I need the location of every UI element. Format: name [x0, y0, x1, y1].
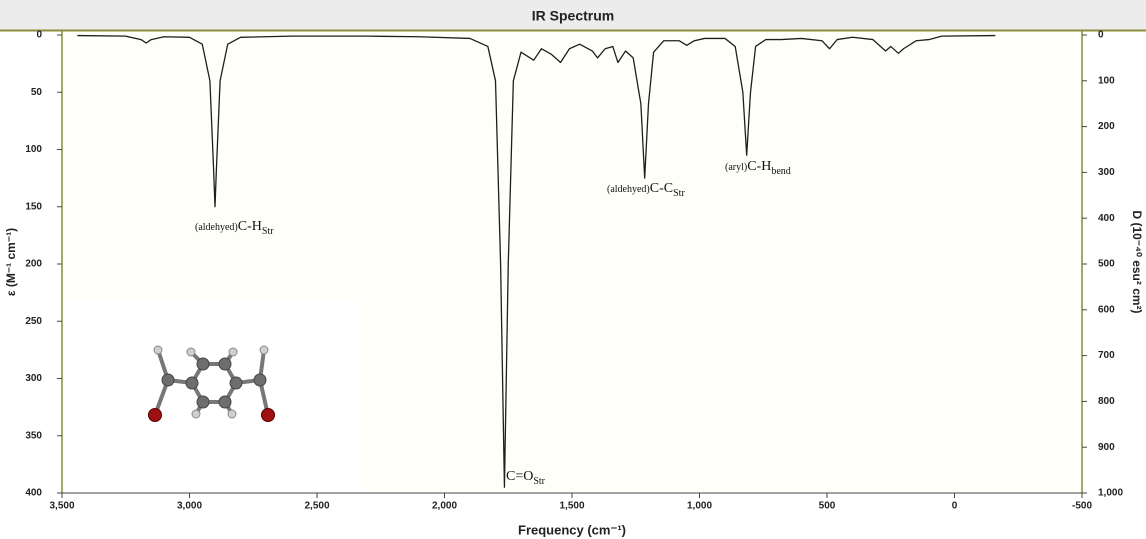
y-tick-label: 400 [25, 488, 42, 499]
y-tick-label: 0 [36, 30, 42, 41]
x-tick-label: 500 [819, 501, 836, 512]
y2-tick-label: 0 [1098, 30, 1104, 41]
y2-tick-label: 1,000 [1098, 488, 1123, 499]
y-axis-label: ε (M⁻¹ cm⁻¹) [4, 228, 18, 296]
y2-tick-label: 800 [1098, 396, 1115, 407]
x-axis-label: Frequency (cm⁻¹) [518, 522, 626, 537]
x-tick-label: 3,000 [177, 501, 202, 512]
y-tick-label: 100 [25, 144, 42, 155]
y-tick-label: 250 [25, 316, 42, 327]
annotation-prefix: (aryl) [725, 162, 747, 173]
y-tick-label: 200 [25, 259, 42, 270]
molecule-inset [64, 300, 362, 492]
y-tick-label: 50 [31, 87, 43, 98]
chart-title: IR Spectrum [532, 8, 614, 24]
y2-tick-label: 400 [1098, 213, 1115, 224]
x-tick-label: -500 [1072, 501, 1092, 512]
x-tick-label: 3,500 [49, 501, 74, 512]
annotation-sub: Str [673, 188, 685, 199]
annotation-sub: Str [533, 476, 545, 487]
y-tick-label: 300 [25, 373, 42, 384]
y2-axis-label: D (10⁻⁴⁰ esu² cm²) [1130, 210, 1144, 313]
annotation-text: C-H [747, 159, 771, 174]
x-tick-label: 0 [952, 501, 958, 512]
y2-tick-label: 500 [1098, 259, 1115, 270]
annotation-text: C=O [506, 469, 533, 484]
chart: IR Spectrum Frequency (cm⁻¹) ε (M⁻¹ cm⁻¹… [0, 0, 1146, 539]
y2-tick-label: 200 [1098, 121, 1115, 132]
annotation-sub: bend [771, 166, 790, 177]
annotation-text: C-H [238, 219, 262, 234]
y2-tick-label: 700 [1098, 350, 1115, 361]
x-tick-label: 1,500 [559, 501, 584, 512]
y2-tick-label: 600 [1098, 304, 1115, 315]
annotation-prefix: (aldehyed) [607, 184, 650, 195]
x-tick-label: 2,500 [304, 501, 329, 512]
annotation-sub: Str [262, 226, 274, 237]
y2-tick-label: 300 [1098, 167, 1115, 178]
y2-tick-label: 900 [1098, 442, 1115, 453]
y-tick-label: 150 [25, 201, 42, 212]
y2-tick-label: 100 [1098, 75, 1115, 86]
x-tick-label: 1,000 [687, 501, 712, 512]
annotation-prefix: (aldehyed) [195, 222, 238, 233]
x-tick-label: 2,000 [432, 501, 457, 512]
annotation-text: C-C [650, 181, 673, 196]
y-tick-label: 350 [25, 430, 42, 441]
